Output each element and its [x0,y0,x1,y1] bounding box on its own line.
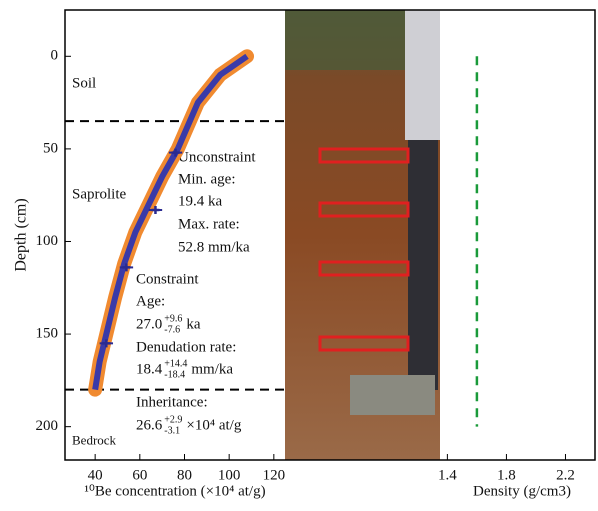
zone-label: Soil [72,76,96,92]
x-tick-label: 60 [132,467,147,483]
x-tick-label: 1.8 [497,467,516,483]
annotation: Age: [136,293,165,309]
data-point [151,206,160,214]
annotation-minus: -3.1 [164,425,180,436]
annotation: Constraint [136,271,199,287]
annotation-plus: +9.6 [164,313,182,324]
annotation: Min. age: [178,171,236,187]
annotation: 26.6 [136,417,163,433]
annotations: Unconstraint Min. age: 19.4 ka Max. rate… [136,149,256,410]
annotation-minus: -18.4 [164,369,185,380]
annotation: 52.8 mm/ka [178,239,250,255]
data-point [122,263,131,272]
annotation: Inheritance: [136,394,208,410]
y-tick-label: 100 [36,233,59,249]
zone-label: Bedrock [72,432,117,447]
model-line [92,53,249,391]
x-tick-label: 40 [88,467,103,483]
y-axis-label: Depth (cm) [13,198,30,271]
x-tick-label: 2.2 [556,467,575,483]
annotation: 27.0 [136,316,162,332]
y-tick-label: 150 [36,326,59,342]
annotation-plus: +2.9 [164,414,182,425]
annotation: ka [186,316,201,332]
x-tick-label: 80 [177,467,192,483]
frame [64,9,596,461]
x-tick-label: 120 [263,467,286,483]
photo [285,10,440,460]
data-point [102,339,111,348]
annotation-value: 27.0 +9.6-7.6 ka [136,313,201,335]
x-tick-label: 100 [218,467,241,483]
annotation: Unconstraint [178,149,256,165]
zone-label: Saprolite [72,187,126,203]
annotation-minus: -7.6 [164,324,180,335]
x-tick-label: 1.4 [438,467,457,483]
y-tick-label: 0 [51,48,59,64]
y-tick-label: 200 [36,418,59,434]
annotation-plus: +14.4 [164,358,187,369]
annotation: 18.4 [136,361,163,377]
data-point [171,148,180,157]
annotation: mm/ka [191,361,233,377]
annotation: ×10⁴ at/g [186,417,241,433]
annotation: Denudation rate: [136,339,236,355]
sample-boxes [318,147,410,352]
annotation-value: 26.6 +2.9-3.1 ×10⁴ at/g [136,414,242,436]
annotation-value: 18.4 +14.4-18.4 mm/ka [136,358,233,380]
annotation: 19.4 ka [178,193,223,209]
y-tick-label: 50 [43,140,58,156]
annotation: Max. rate: [178,216,240,232]
x-axis-label: ¹⁰Be concentration (×10⁴ at/g) [84,483,265,499]
x-axis-label: Density (g/cm3) [473,483,571,499]
